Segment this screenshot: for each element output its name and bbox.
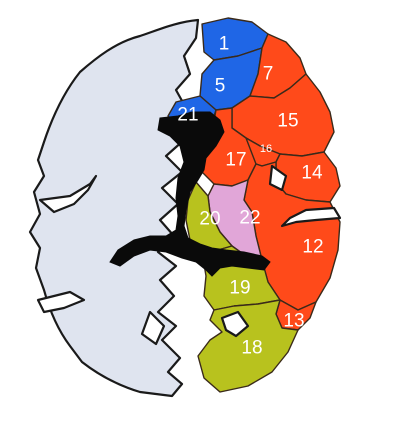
left-occipital-notch (140, 310, 166, 346)
label-region-16: 16 (260, 143, 272, 155)
label-region-12: 12 (302, 237, 323, 258)
label-region-18: 18 (241, 338, 262, 359)
occipital-notch (220, 310, 250, 338)
label-region-14: 14 (301, 163, 323, 184)
left-sulcus-notch (38, 174, 98, 214)
right-sulcus-notch (280, 206, 342, 228)
label-region-17: 17 (225, 150, 246, 171)
label-region-21: 21 (177, 105, 198, 126)
label-region-19: 19 (229, 278, 250, 299)
label-region-15: 15 (277, 111, 298, 132)
label-region-20: 20 (199, 209, 220, 230)
label-region-7: 7 (263, 64, 274, 85)
label-region-5: 5 (215, 76, 226, 97)
ventricles (109, 111, 271, 277)
label-region-22: 22 (239, 208, 260, 229)
label-region-1: 1 (219, 34, 230, 55)
left-sulcus-notch-lower (36, 290, 86, 314)
label-region-13: 13 (283, 311, 304, 332)
right-sulcus-notch-upper (268, 164, 288, 192)
